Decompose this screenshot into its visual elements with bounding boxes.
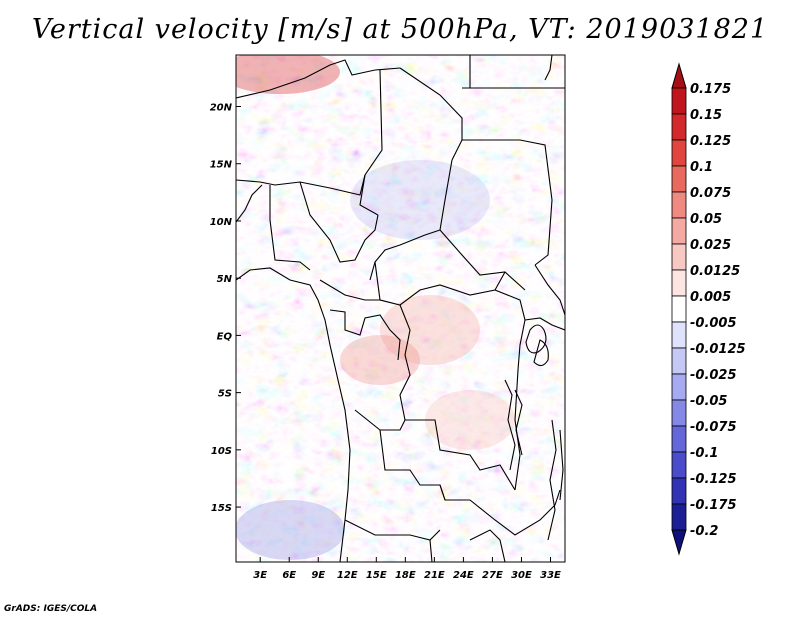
colorbar-swatch <box>671 217 687 245</box>
colorbar-label: 0.005 <box>690 290 731 305</box>
colorbar-swatch <box>671 451 687 479</box>
velocity-field <box>236 55 565 562</box>
colorbar-swatch <box>671 269 687 297</box>
latitude-axis: 20N 15N 10N 5N EQ 5S 10S 15S <box>210 103 241 514</box>
lon-tick-label: 27E <box>482 570 503 581</box>
colorbar-label: -0.175 <box>690 498 737 513</box>
colorbar-label: -0.05 <box>690 394 727 409</box>
colorbar-swatch <box>671 243 687 271</box>
colorbar-swatch <box>671 139 687 167</box>
lat-tick-label: 5N <box>217 274 233 285</box>
lat-tick-label: 10S <box>211 446 232 457</box>
colorbar-label: -0.005 <box>690 316 737 331</box>
colorbar-label: 0.175 <box>690 82 731 97</box>
colorbar-swatch <box>671 62 687 89</box>
colorbar-swatch <box>671 425 687 453</box>
colorbar-swatch <box>671 529 687 556</box>
colorbar-label: -0.0125 <box>690 342 746 357</box>
colorbar-label: 0.1 <box>690 160 713 175</box>
lat-tick-label: EQ <box>217 331 233 342</box>
lat-tick-label: 5S <box>218 389 232 400</box>
lon-tick-label: 6E <box>282 570 296 581</box>
colorbar-label: -0.2 <box>690 524 718 539</box>
colorbar-swatch <box>671 373 687 401</box>
chart-title: Vertical velocity [m/s] at 500hPa, VT: 2… <box>31 14 769 45</box>
colorbar-label: -0.1 <box>690 446 718 461</box>
lat-tick-label: 20N <box>210 103 233 114</box>
colorbar-label: 0.125 <box>690 134 731 149</box>
colorbar-swatch <box>671 295 687 323</box>
colorbar-label: -0.025 <box>690 368 737 383</box>
colorbar-swatch <box>671 477 687 505</box>
lon-tick-label: 9E <box>311 570 325 581</box>
colorbar-label: 0.15 <box>690 108 722 123</box>
colorbar-swatch <box>671 191 687 219</box>
lon-tick-label: 18E <box>395 570 416 581</box>
map-frame <box>235 54 566 563</box>
colorbar-swatch <box>671 87 687 115</box>
lon-tick-label: 21E <box>424 570 445 581</box>
colorbar-swatch <box>671 399 687 427</box>
lon-tick-label: 15E <box>366 570 387 581</box>
longitude-axis: 3E 6E 9E 12E 15E 18E 21E 24E 27E 30E 33E <box>253 557 561 581</box>
colorbar-label: 0.075 <box>690 186 731 201</box>
lat-tick-label: 15S <box>211 503 232 514</box>
lon-tick-label: 30E <box>511 570 532 581</box>
lon-tick-label: 33E <box>540 570 561 581</box>
colorbar-label: -0.075 <box>690 420 737 435</box>
lon-tick-label: 12E <box>337 570 358 581</box>
lat-tick-label: 15N <box>210 160 233 171</box>
colorbar-swatch <box>671 347 687 375</box>
lon-tick-label: 24E <box>453 570 474 581</box>
colorbar-label: -0.125 <box>690 472 737 487</box>
colorbar: 0.175 0.15 0.125 0.1 0.075 0.05 0.025 0.0125 0.0… <box>671 62 746 556</box>
lon-tick-label: 3E <box>253 570 267 581</box>
grads-credit: GrADS: IGES/COLA <box>4 604 98 614</box>
colorbar-label: 0.0125 <box>690 264 740 279</box>
colorbar-swatch <box>671 503 687 531</box>
colorbar-swatch <box>671 321 687 349</box>
colorbar-swatch <box>671 113 687 141</box>
colorbar-label: 0.025 <box>690 238 731 253</box>
lat-tick-label: 10N <box>210 217 233 228</box>
colorbar-swatch <box>671 165 687 193</box>
borders <box>236 55 565 562</box>
colorbar-label: 0.05 <box>690 212 722 227</box>
